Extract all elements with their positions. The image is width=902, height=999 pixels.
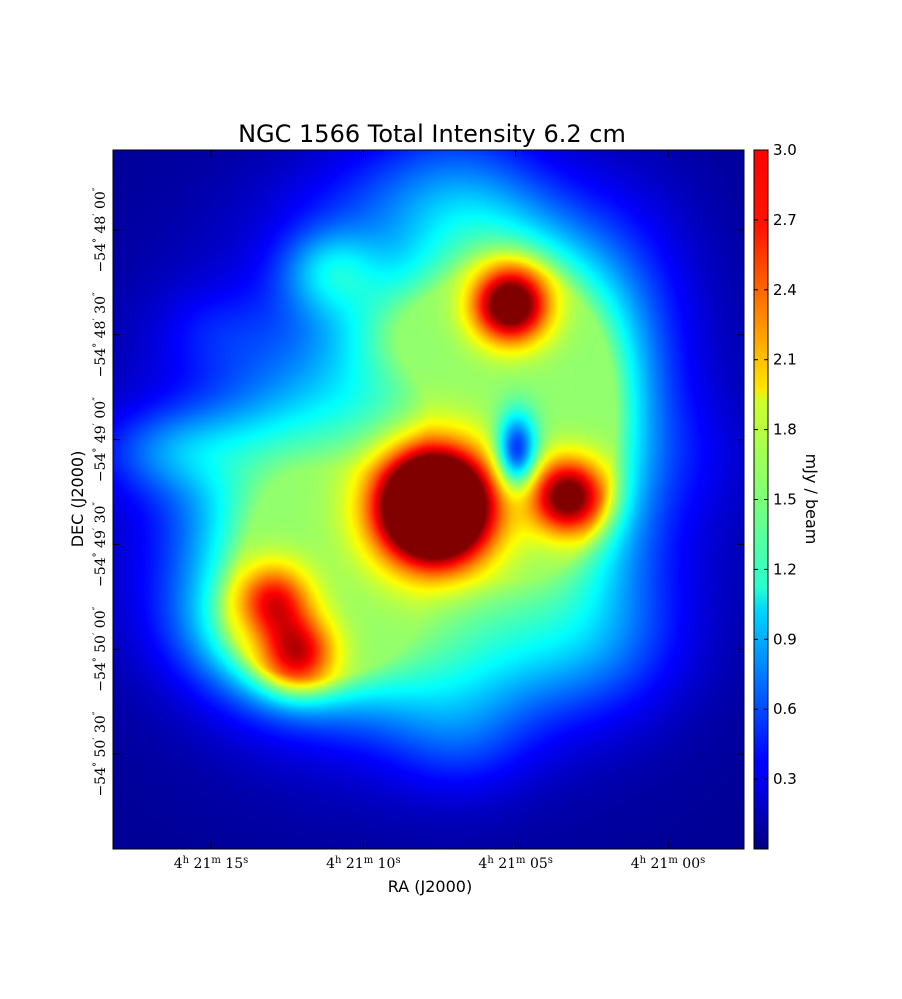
colorbar: 3.0 2.7 2.4 2.1 1.8 1.5 1.2 0.9 0.6 0.3 mJy / bea… bbox=[753, 141, 821, 850]
colorbar-tick-label: 1.2 bbox=[773, 560, 797, 578]
y-axis-label: DEC (J2000) bbox=[68, 451, 87, 548]
colorbar-tick-label: 1.8 bbox=[773, 421, 797, 439]
x-axis-ticks: 4h 21m 15s 4h 21m 10s 4h 21m 05s 4h 21m 00s bbox=[174, 150, 706, 873]
intensity-heatmap bbox=[113, 150, 744, 849]
y-tick-label: −54° 50′ 30″ bbox=[92, 711, 110, 796]
colorbar-tick-label: 2.7 bbox=[773, 211, 797, 229]
x-tick-label: 4h 21m 10s bbox=[326, 855, 401, 873]
y-tick-label: −54° 50′ 00″ bbox=[92, 606, 110, 691]
colorbar-tick-label: 1.5 bbox=[773, 491, 797, 509]
x-axis-label: RA (J2000) bbox=[388, 877, 472, 896]
plot-area bbox=[112, 149, 745, 850]
colorbar-tick-label: 3.0 bbox=[773, 141, 797, 159]
colorbar-tick-label: 2.1 bbox=[773, 351, 797, 369]
x-tick-label: 4h 21m 05s bbox=[478, 855, 553, 873]
plot-frame bbox=[112, 149, 745, 850]
y-axis-ticks: −54° 48′ 00″ −54° 48′ 30″ −54° 49′ 00″ −54°… bbox=[92, 187, 744, 797]
colorbar-tick-label: 0.3 bbox=[773, 770, 797, 788]
y-tick-label: −54° 49′ 30″ bbox=[92, 502, 110, 587]
y-tick-label: −54° 48′ 00″ bbox=[92, 187, 110, 272]
y-tick-label: −54° 49′ 00″ bbox=[92, 397, 110, 482]
colorbar-label: mJy / beam bbox=[802, 454, 821, 545]
x-tick-label: 4h 21m 15s bbox=[174, 855, 249, 873]
colorbar-tick-label: 0.6 bbox=[773, 700, 797, 718]
y-tick-label: −54° 48′ 30″ bbox=[92, 292, 110, 377]
colorbar-tick-label: 2.4 bbox=[773, 281, 797, 299]
chart-title: NGC 1566 Total Intensity 6.2 cm bbox=[238, 120, 626, 148]
colorbar-ticks: 3.0 2.7 2.4 2.1 1.8 1.5 1.2 0.9 0.6 0.3 bbox=[754, 141, 797, 788]
colorbar-tick-label: 0.9 bbox=[773, 630, 797, 648]
x-tick-label: 4h 21m 00s bbox=[631, 855, 706, 873]
